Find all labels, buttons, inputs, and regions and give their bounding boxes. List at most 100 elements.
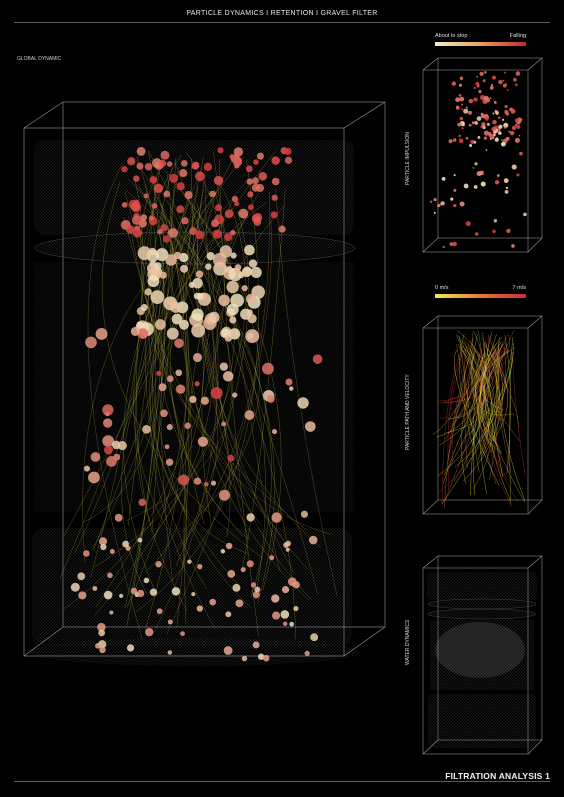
particle <box>156 370 162 376</box>
particle <box>504 104 508 109</box>
particle <box>153 183 164 193</box>
particle <box>497 116 501 120</box>
top-divider <box>14 22 550 23</box>
particle <box>468 123 472 127</box>
particle <box>232 392 238 398</box>
particle-path <box>151 157 177 533</box>
particle <box>436 203 441 208</box>
particle <box>187 559 192 564</box>
particle <box>297 397 309 409</box>
particle-path <box>138 184 218 548</box>
particle <box>494 109 497 112</box>
particle <box>148 215 154 221</box>
particle-path <box>145 166 207 589</box>
velocity-path <box>446 335 475 419</box>
particle <box>245 329 260 344</box>
velocity-path <box>448 336 498 420</box>
particle <box>137 537 143 543</box>
particle <box>231 195 239 203</box>
particle <box>271 177 280 186</box>
particle <box>229 329 237 337</box>
velocity-path <box>454 346 493 468</box>
particle <box>151 203 158 209</box>
particle <box>284 147 292 156</box>
velocity-path <box>436 349 496 402</box>
particle <box>233 156 242 165</box>
particle <box>114 513 123 522</box>
velocity-path <box>478 349 500 495</box>
particle <box>193 477 202 485</box>
particle <box>433 198 437 202</box>
particle <box>514 137 520 143</box>
particle <box>234 200 240 207</box>
particle <box>498 79 503 85</box>
velocity-path <box>447 349 466 492</box>
velocity-gradient-bar <box>435 294 526 298</box>
particle <box>262 362 274 375</box>
particle <box>271 594 280 603</box>
particle <box>513 77 517 82</box>
particle-path <box>123 191 218 596</box>
particle <box>151 158 162 169</box>
particle <box>103 590 113 600</box>
particle-path <box>191 158 312 600</box>
particle-path <box>154 201 219 632</box>
particle <box>252 641 260 649</box>
particle <box>159 271 167 279</box>
particle <box>480 113 486 119</box>
particle <box>473 140 477 144</box>
particle <box>247 314 257 324</box>
particle-path <box>93 192 217 551</box>
particle <box>224 232 233 242</box>
particle <box>284 156 293 164</box>
particle <box>133 175 140 182</box>
velocity-path <box>461 344 482 447</box>
particle <box>140 214 148 222</box>
particle <box>181 217 189 225</box>
particle <box>250 582 257 588</box>
particle <box>109 610 114 615</box>
particle <box>238 208 249 219</box>
particle-path <box>94 189 235 567</box>
velocity-path <box>482 343 504 426</box>
particle <box>179 252 189 263</box>
main-particles <box>70 146 323 662</box>
particle <box>213 175 224 186</box>
particle <box>158 383 167 392</box>
particle <box>492 112 495 115</box>
particle <box>228 267 242 282</box>
particle <box>107 572 113 579</box>
particle <box>176 205 185 214</box>
particle <box>254 586 261 593</box>
particle <box>149 588 158 596</box>
particle <box>459 96 465 102</box>
velocity-legend-right: 7 m/s <box>512 285 526 291</box>
particle <box>247 204 254 211</box>
particle-path <box>128 167 179 527</box>
particle <box>240 567 246 573</box>
particle <box>304 650 310 656</box>
velocity-path <box>512 352 526 475</box>
particle <box>450 197 454 201</box>
particle <box>211 219 219 228</box>
particle-path <box>166 216 272 634</box>
particle <box>441 176 446 181</box>
particle <box>229 316 237 324</box>
particle <box>97 622 106 632</box>
particle <box>95 642 101 649</box>
velocity-path <box>440 333 509 419</box>
particle <box>503 71 506 74</box>
particle <box>503 178 509 184</box>
particle <box>122 540 129 548</box>
particle <box>130 201 140 212</box>
particle <box>225 542 233 550</box>
particle <box>483 136 488 140</box>
particle <box>473 97 478 102</box>
particle-path <box>213 151 281 572</box>
particle <box>197 436 208 447</box>
impulsion-particles <box>429 71 527 249</box>
particle <box>461 103 464 106</box>
particle <box>137 246 152 261</box>
particle <box>235 599 244 608</box>
